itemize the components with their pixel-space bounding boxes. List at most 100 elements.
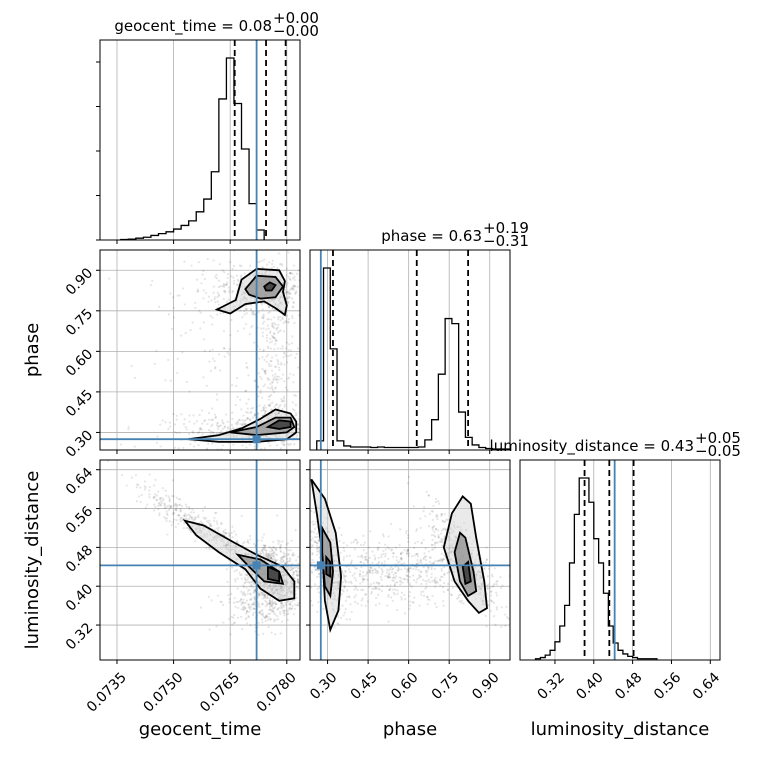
sample-point: [376, 570, 380, 574]
sample-point: [130, 364, 133, 368]
sample-point: [199, 327, 202, 330]
sample-point: [361, 597, 364, 600]
sample-point: [400, 591, 404, 594]
sample-point: [430, 576, 433, 579]
sample-point: [277, 366, 281, 369]
sample-point: [279, 543, 282, 547]
sample-point: [292, 306, 295, 309]
sample-point: [489, 590, 493, 594]
sample-point: [233, 530, 236, 533]
sample-point: [283, 552, 286, 556]
sample-point: [253, 589, 257, 592]
sample-point: [342, 546, 345, 549]
sample-point: [398, 560, 401, 563]
sample-point: [245, 308, 248, 311]
sample-point: [310, 530, 313, 533]
sample-point: [294, 291, 297, 294]
sample-point: [253, 313, 256, 316]
sample-point: [199, 427, 202, 431]
sample-point: [189, 328, 192, 332]
sample-point: [425, 571, 428, 574]
sample-point: [485, 546, 488, 549]
sample-point: [159, 504, 163, 507]
sample-point: [431, 562, 434, 565]
sample-point: [168, 508, 171, 512]
sample-point: [291, 604, 294, 608]
sample-point: [246, 540, 249, 544]
title-main: phase = 0.63: [381, 227, 482, 245]
sample-point: [296, 579, 300, 582]
sample-point: [318, 572, 321, 576]
sample-point: [388, 588, 391, 591]
sample-point: [252, 601, 255, 604]
sample-point: [277, 406, 280, 410]
sample-point: [270, 262, 274, 266]
sample-point: [208, 522, 212, 526]
sample-point: [274, 548, 277, 551]
sample-point: [274, 373, 277, 376]
sample-point: [428, 560, 431, 564]
sample-point: [491, 600, 494, 603]
sample-point: [303, 415, 305, 417]
sample-point: [282, 330, 286, 333]
sample-point: [261, 549, 264, 552]
sample-point: [354, 587, 358, 590]
sample-point: [146, 503, 149, 506]
sample-point: [336, 615, 340, 619]
sample-point: [317, 572, 321, 576]
sample-point: [376, 569, 379, 573]
sample-point: [287, 276, 290, 279]
sample-point: [213, 296, 217, 299]
sample-point: [262, 317, 265, 320]
sample-point: [344, 574, 348, 578]
sample-point: [135, 500, 139, 503]
sample-point: [162, 497, 165, 500]
sample-point: [262, 327, 265, 330]
sample-point: [408, 591, 412, 594]
sample-point: [380, 561, 384, 564]
sample-point: [271, 381, 274, 384]
sample-point: [179, 516, 183, 519]
sample-point: [306, 377, 308, 379]
sample-point: [248, 605, 251, 608]
sample-point: [342, 576, 346, 579]
sample-point: [390, 549, 393, 552]
sample-point: [228, 353, 231, 356]
sample-point: [406, 574, 409, 578]
sample-point: [505, 616, 509, 619]
sample-point: [260, 594, 263, 597]
sample-point: [174, 502, 177, 505]
sample-point: [234, 403, 237, 407]
sample-point: [377, 548, 380, 551]
sample-point: [419, 517, 422, 520]
sample-point: [370, 567, 373, 570]
sample-point: [202, 338, 206, 341]
sample-point: [261, 609, 264, 612]
ticks: [554, 660, 711, 664]
sample-point: [293, 598, 296, 601]
sample-point: [194, 518, 197, 521]
sample-point: [369, 570, 372, 573]
sample-point: [364, 593, 368, 596]
sample-point: [378, 588, 381, 591]
sample-point: [441, 558, 444, 562]
sample-point: [187, 513, 191, 516]
sample-point: [374, 604, 378, 607]
sample-point: [228, 289, 231, 292]
sample-point: [175, 519, 178, 522]
sample-point: [276, 267, 279, 270]
sample-point: [280, 558, 283, 561]
sample-point: [491, 573, 494, 576]
sample-point: [382, 535, 385, 538]
x-tick-label: 0.75: [429, 670, 462, 703]
sample-point: [201, 273, 204, 276]
sample-point: [271, 322, 274, 325]
truth-point: [252, 561, 261, 570]
sample-point: [226, 351, 229, 354]
sample-point: [250, 410, 253, 414]
sample-point: [248, 588, 251, 591]
sample-point: [160, 500, 163, 503]
sample-point: [245, 586, 248, 589]
sample-point: [222, 533, 225, 536]
sample-point: [260, 327, 263, 330]
